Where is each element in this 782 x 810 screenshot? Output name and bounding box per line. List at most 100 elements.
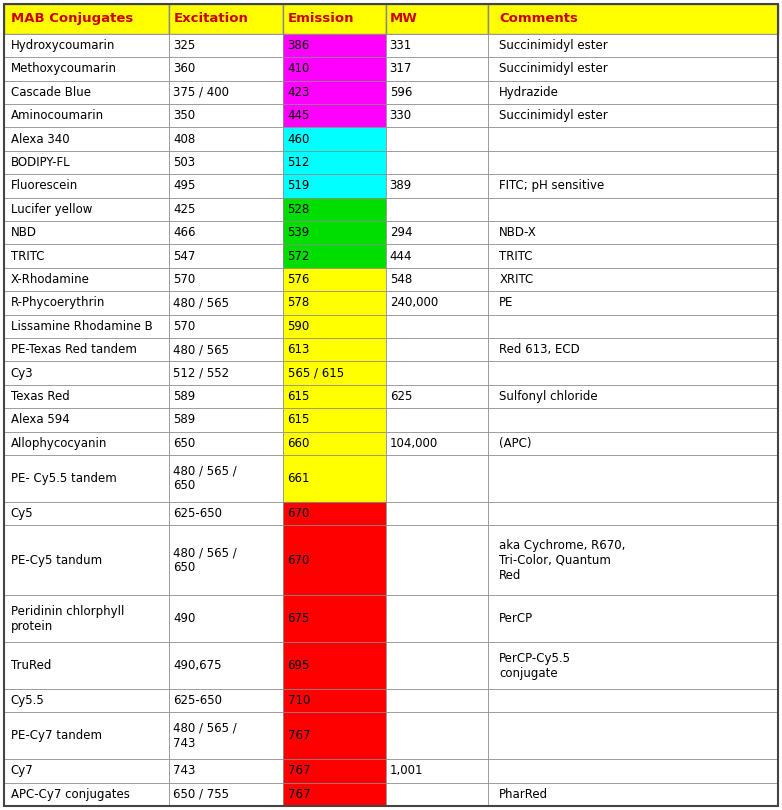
Bar [169,127,283,151]
Text: 480 / 565 /
650: 480 / 565 / 650 [174,546,237,574]
Text: Cy7: Cy7 [11,765,34,778]
Bar [169,689,283,713]
Bar [488,58,778,80]
Bar [283,432,386,455]
Text: Succinimidyl ester: Succinimidyl ester [500,62,608,75]
Text: 615: 615 [288,390,310,403]
Text: R-Phycoerythrin: R-Phycoerythrin [11,296,105,309]
Bar [488,4,778,34]
Bar [169,782,283,806]
Bar [283,151,386,174]
Bar [488,151,778,174]
Text: TRITC: TRITC [500,249,533,262]
Text: 528: 528 [288,202,310,215]
Text: Texas Red: Texas Red [11,390,70,403]
Text: Aminocoumarin: Aminocoumarin [11,109,104,122]
Bar [488,314,778,338]
Bar [169,525,283,595]
Text: Sulfonyl chloride: Sulfonyl chloride [500,390,598,403]
Text: 480 / 565 /
650: 480 / 565 / 650 [174,464,237,492]
Bar [488,713,778,759]
Text: 670: 670 [288,507,310,520]
Text: Cy3: Cy3 [11,367,33,380]
Text: 539: 539 [288,226,310,239]
Bar [488,268,778,291]
Text: Methoxycoumarin: Methoxycoumarin [11,62,117,75]
Bar [169,80,283,104]
Bar [283,338,386,361]
Text: PerCP-Cy5.5
conjugate: PerCP-Cy5.5 conjugate [500,651,572,680]
Text: 240,000: 240,000 [389,296,438,309]
Bar [283,713,386,759]
Text: Lissamine Rhodamine B: Lissamine Rhodamine B [11,320,152,333]
Bar [386,689,488,713]
Bar [386,268,488,291]
Bar [488,338,778,361]
Bar [283,58,386,80]
Bar [4,4,169,34]
Text: Lucifer yellow: Lucifer yellow [11,202,92,215]
Bar [169,268,283,291]
Bar [4,314,169,338]
Text: TruRed: TruRed [11,659,51,672]
Text: Peridinin chlorphyll
protein: Peridinin chlorphyll protein [11,605,124,633]
Bar [169,104,283,127]
Bar [169,455,283,501]
Bar [4,198,169,221]
Bar [386,642,488,689]
Text: Alexa 340: Alexa 340 [11,133,70,146]
Bar [169,361,283,385]
Bar [169,338,283,361]
Bar [4,268,169,291]
Text: 425: 425 [174,202,196,215]
Bar [386,385,488,408]
Bar [4,80,169,104]
Bar [488,34,778,58]
Bar [169,291,283,314]
Text: 625-650: 625-650 [174,507,222,520]
Text: MAB Conjugates: MAB Conjugates [11,12,133,25]
Bar [488,385,778,408]
Bar [4,245,169,268]
Text: Cy5.5: Cy5.5 [11,694,45,707]
Text: PE- Cy5.5 tandem: PE- Cy5.5 tandem [11,472,117,485]
Bar [283,127,386,151]
Text: Allophycocyanin: Allophycocyanin [11,437,107,450]
Bar [283,198,386,221]
Bar [169,408,283,432]
Bar [169,432,283,455]
Text: 480 / 565: 480 / 565 [174,296,229,309]
Bar [283,385,386,408]
Bar [4,595,169,642]
Text: 589: 589 [174,390,196,403]
Text: Hydrazide: Hydrazide [500,86,559,99]
Bar [283,221,386,245]
Text: 576: 576 [288,273,310,286]
Bar [169,642,283,689]
Bar [283,174,386,198]
Bar [488,361,778,385]
Text: 578: 578 [288,296,310,309]
Bar [488,782,778,806]
Bar [386,245,488,268]
Text: Succinimidyl ester: Succinimidyl ester [500,109,608,122]
Text: 512 / 552: 512 / 552 [174,367,230,380]
Bar [4,361,169,385]
Text: 710: 710 [288,694,310,707]
Text: 408: 408 [174,133,196,146]
Text: 519: 519 [288,179,310,193]
Bar [386,314,488,338]
Text: 325: 325 [174,39,196,52]
Bar [283,314,386,338]
Bar [386,80,488,104]
Bar [4,174,169,198]
Bar [386,408,488,432]
Text: 613: 613 [288,343,310,356]
Bar [4,58,169,80]
Bar [4,104,169,127]
Text: 695: 695 [288,659,310,672]
Text: (APC): (APC) [500,437,532,450]
Text: XRITC: XRITC [500,273,533,286]
Text: 596: 596 [389,86,412,99]
Bar [488,245,778,268]
